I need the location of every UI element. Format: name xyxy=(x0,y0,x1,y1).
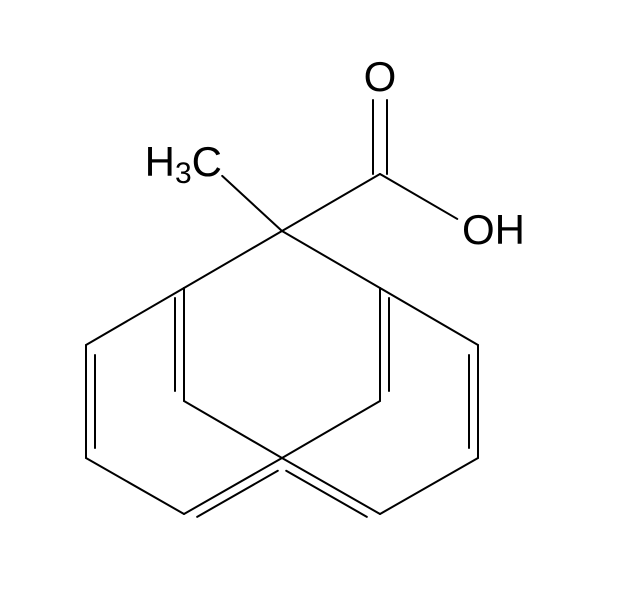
hydroxyl-label: OH xyxy=(462,206,525,253)
chemical-structure: H3C O OH xyxy=(0,0,640,590)
carbonyl-oxygen-label: O xyxy=(364,53,397,100)
methyl-label: H3C xyxy=(145,138,222,190)
